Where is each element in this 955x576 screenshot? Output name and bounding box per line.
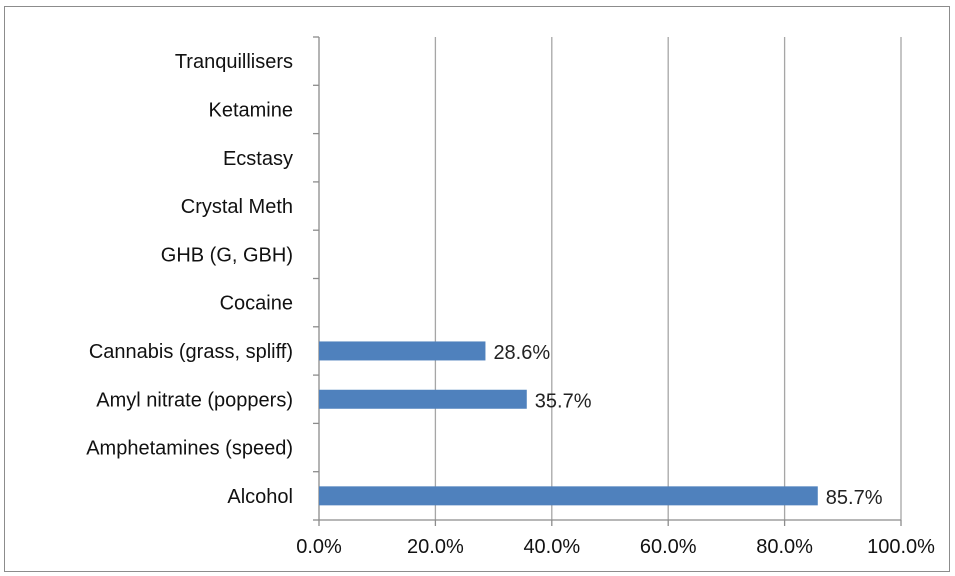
data-label: 85.7% — [826, 487, 883, 509]
x-tick-label: 0.0% — [296, 536, 342, 558]
category-label: Amphetamines (speed) — [86, 438, 293, 460]
bar — [319, 486, 818, 506]
data-label: 28.6% — [493, 342, 550, 364]
category-label: Cocaine — [220, 293, 293, 315]
bar — [319, 389, 527, 409]
category-label: Tranquillisers — [175, 51, 293, 73]
x-tick-label: 60.0% — [640, 536, 697, 558]
category-label: Alcohol — [227, 486, 293, 508]
category-label: Ecstasy — [223, 148, 293, 170]
labels: 0.0% 20.0% 40.0% 60.0% 80.0% 100.0% Alcohol 85.… — [86, 51, 935, 558]
chart-frame: 0.0% 20.0% 40.0% 60.0% 80.0% 100.0% Alcohol 85.… — [4, 6, 950, 572]
x-tick-label: 20.0% — [407, 536, 464, 558]
x-tick-label: 40.0% — [523, 536, 580, 558]
category-label: Amyl nitrate (poppers) — [96, 389, 293, 411]
x-tick-label: 100.0% — [867, 536, 935, 558]
category-label: Ketamine — [209, 99, 294, 121]
bar — [319, 341, 486, 361]
axes — [313, 36, 902, 526]
x-tick-label: 80.0% — [756, 536, 813, 558]
category-label: Crystal Meth — [181, 196, 293, 218]
category-label: Cannabis (grass, spliff) — [89, 341, 293, 363]
bars — [319, 341, 818, 506]
bar-chart: 0.0% 20.0% 40.0% 60.0% 80.0% 100.0% Alcohol 85.… — [86, 36, 935, 558]
data-label: 35.7% — [535, 390, 592, 412]
category-label: GHB (G, GBH) — [161, 244, 293, 266]
grid-lines — [434, 37, 902, 520]
